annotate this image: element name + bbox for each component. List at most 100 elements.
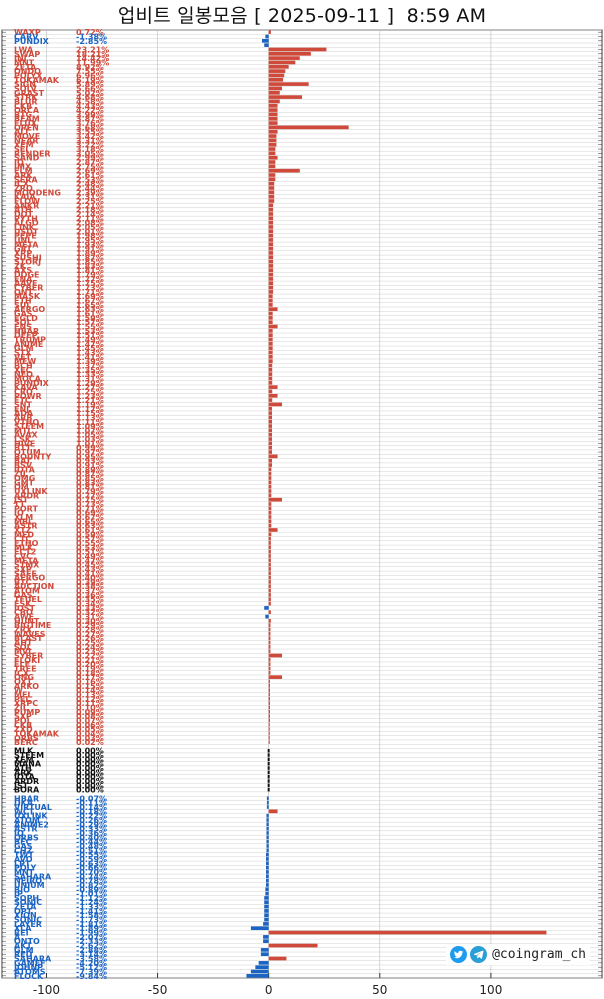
data-bar bbox=[268, 601, 271, 606]
row-value: 2.99% bbox=[76, 154, 104, 163]
row-value: 1.23% bbox=[76, 392, 104, 401]
row-value: -0.74% bbox=[76, 872, 107, 881]
row-label: SUSHI bbox=[14, 253, 42, 262]
row-label: OPEN bbox=[14, 123, 39, 132]
row-label: SOPH bbox=[14, 894, 39, 903]
row-label: ETHO bbox=[14, 539, 39, 548]
row-value: 1.01% bbox=[76, 439, 104, 448]
row-label: RED bbox=[14, 950, 33, 959]
row-label: BTT bbox=[14, 444, 32, 453]
row-value: 4.43% bbox=[76, 102, 104, 111]
row-value: -2.62% bbox=[76, 942, 107, 951]
row-label: USDT bbox=[14, 227, 39, 236]
row-label: ICX bbox=[14, 180, 30, 189]
row-label: ANIME bbox=[14, 340, 43, 349]
row-value: 0.30% bbox=[76, 617, 104, 626]
row-value: 4.58% bbox=[76, 97, 104, 106]
data-bar bbox=[268, 116, 278, 121]
row-label: PORT bbox=[14, 504, 38, 513]
data-bar bbox=[268, 246, 274, 251]
row-value: 3.99% bbox=[76, 110, 104, 119]
data-bar bbox=[268, 316, 273, 320]
row-label: ASTR bbox=[14, 522, 38, 531]
data-bar bbox=[268, 645, 271, 649]
data-bar bbox=[263, 935, 269, 939]
row-label: BERC bbox=[14, 738, 38, 747]
data-bar bbox=[266, 796, 269, 801]
row-value: 0.05% bbox=[76, 725, 104, 734]
row-value: 1.73% bbox=[76, 284, 104, 293]
row-value: 2.31% bbox=[76, 193, 104, 202]
row-value: -0.70% bbox=[76, 868, 107, 877]
row-label: ORBS bbox=[14, 734, 39, 743]
row-value: 2.44% bbox=[76, 184, 104, 193]
row-value: 1.75% bbox=[76, 279, 104, 288]
data-bar bbox=[268, 705, 270, 710]
data-bar bbox=[264, 896, 269, 900]
row-label: SONIC bbox=[14, 898, 42, 907]
row-value: 0.75% bbox=[76, 496, 104, 505]
row-value: 3.18% bbox=[76, 145, 104, 154]
data-bar bbox=[268, 683, 270, 688]
row-value: 2.05% bbox=[76, 223, 104, 232]
row-label: PUMP bbox=[14, 708, 40, 717]
row-label: VET bbox=[14, 353, 32, 362]
data-bar bbox=[268, 82, 309, 86]
row-value: 0.89% bbox=[76, 465, 104, 474]
row-label: ADA bbox=[14, 409, 34, 418]
data-bar bbox=[268, 233, 274, 238]
data-bar bbox=[268, 238, 274, 242]
brand-watermark: @coingram_ch bbox=[446, 944, 590, 965]
row-value: 1.37% bbox=[76, 361, 104, 370]
row-value: 0.00% bbox=[76, 755, 104, 764]
row-label: ATH bbox=[14, 206, 32, 215]
row-value: 2.18% bbox=[76, 206, 104, 215]
row-label: MLK bbox=[14, 747, 34, 756]
row-label: MEW bbox=[14, 357, 36, 366]
row-value: -0.14% bbox=[76, 803, 107, 812]
row-value: 0.24% bbox=[76, 643, 104, 652]
data-bar bbox=[263, 922, 269, 926]
data-bar bbox=[268, 142, 277, 147]
data-bar bbox=[246, 974, 269, 978]
data-bar bbox=[268, 47, 327, 52]
row-label: ARK bbox=[14, 171, 33, 180]
row-value: 0.83% bbox=[76, 478, 104, 487]
row-label: SERA bbox=[14, 175, 38, 184]
row-value: 2.39% bbox=[76, 188, 104, 197]
data-bar bbox=[268, 251, 274, 255]
row-label: IOTA bbox=[14, 465, 36, 474]
data-bar bbox=[267, 774, 270, 779]
row-value: -3.58% bbox=[76, 955, 107, 964]
data-bar bbox=[267, 761, 270, 766]
row-label: ANIME2 bbox=[14, 820, 49, 829]
data-bar bbox=[250, 969, 269, 974]
row-value: -1.99% bbox=[76, 929, 107, 938]
row-value: -2.33% bbox=[76, 937, 107, 946]
data-bar bbox=[268, 112, 278, 117]
row-label: ATOM bbox=[14, 587, 40, 596]
row-value: 1.25% bbox=[76, 387, 104, 396]
data-bar bbox=[268, 692, 270, 697]
row-value: 14.42% bbox=[76, 54, 109, 63]
row-value: 1.93% bbox=[76, 240, 104, 249]
row-label: MOVE bbox=[14, 132, 40, 141]
row-value: 0.10% bbox=[76, 703, 104, 712]
data-bar bbox=[268, 194, 275, 199]
row-value: 1.03% bbox=[76, 435, 104, 444]
data-bar bbox=[268, 419, 272, 424]
row-value: -0.40% bbox=[76, 833, 107, 842]
row-value: -0.29% bbox=[76, 820, 107, 829]
row-value: 1.51% bbox=[76, 331, 104, 340]
row-label: AKT bbox=[14, 942, 32, 951]
data-bar bbox=[266, 852, 269, 857]
row-value: 2.75% bbox=[76, 162, 104, 171]
row-value: 0.08% bbox=[76, 712, 104, 721]
data-bar bbox=[264, 917, 269, 922]
data-bar bbox=[267, 787, 270, 792]
row-label: MNT bbox=[14, 58, 35, 67]
data-bar bbox=[268, 467, 272, 472]
data-bar bbox=[268, 220, 274, 225]
data-bar bbox=[268, 151, 276, 156]
data-bar bbox=[267, 753, 270, 757]
